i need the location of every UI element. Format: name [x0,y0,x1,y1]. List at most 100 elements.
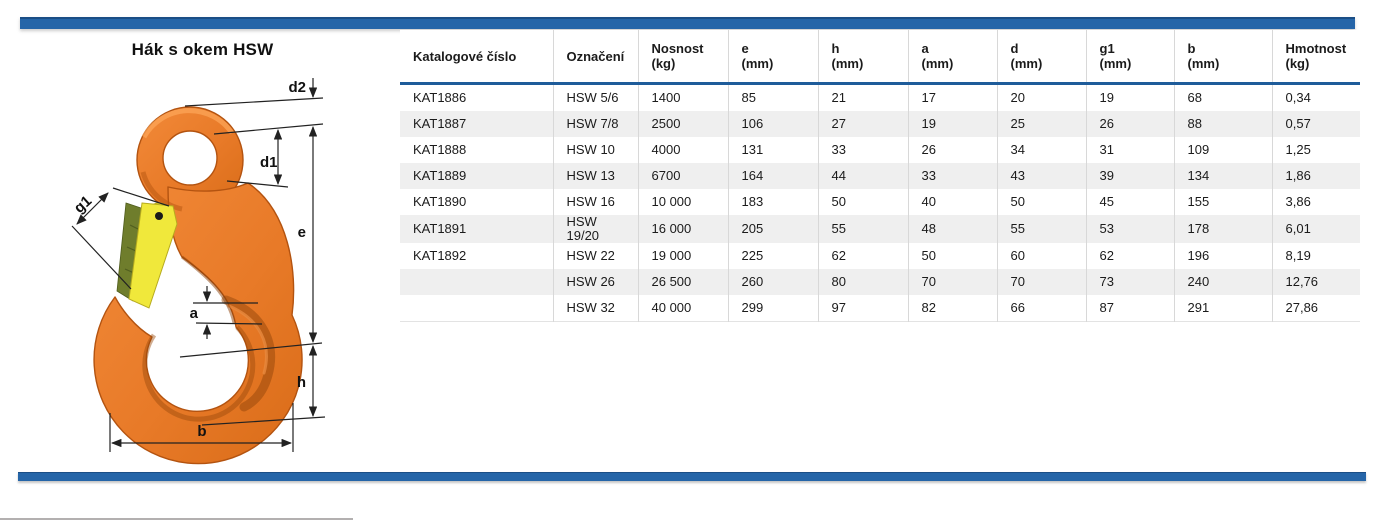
table-cell: 1400 [637,83,728,111]
dim-label-e: e [298,224,306,241]
table-cell: KAT1891 [413,221,467,236]
table-cell: HSW 26 [552,269,638,295]
table-cell: 68 [1173,83,1272,111]
table-cell: 31 [1085,137,1174,163]
table-cell: 0,57 [1271,111,1360,137]
table-cell: HSW 13 [552,163,638,189]
col-header-e: e (mm) [727,30,818,85]
table-cell: 19 000 [637,243,728,269]
hook-eye-shadow [140,171,183,212]
hook-neck-shadow [181,255,236,324]
table-cell: HSW 19/20 [552,215,638,243]
table-cell: KAT1887 [413,116,467,131]
table-cell: 87 [1085,295,1174,322]
table-cell: 16 000 [637,215,728,243]
table-row: KAT1892 HSW 22 19 000 225 62 50 60 62 19… [400,243,1360,269]
table-cell: HSW 7/8 [552,111,638,137]
table-cell: 40 000 [637,295,728,322]
table-cell: 50 [996,189,1086,215]
table-cell: KAT1889 [413,168,467,183]
table-cell: 17 [907,83,997,111]
table-row: KAT1890 HSW 16 10 000 183 50 40 50 45 15… [400,189,1360,215]
dim-label-h: h [297,374,306,391]
top-divider-bar [20,17,1355,29]
col-header-capacity: Nosnost (kg) [637,30,728,85]
table-cell: 240 [1173,269,1272,295]
table-cell: 70 [996,269,1086,295]
table-cell: 19 [1085,83,1174,111]
table-cell: 39 [1085,163,1174,189]
table-cell: 45 [1085,189,1174,215]
hook-drawing: d2 d1 e a h b g1 [71,78,326,465]
table-cell: 183 [727,189,818,215]
table-cell: HSW 16 [552,189,638,215]
table-cell: 50 [817,189,908,215]
table-cell: 10 000 [637,189,728,215]
table-cell: 3,86 [1271,189,1360,215]
table-cell: 80 [817,269,908,295]
dim-label-b: b [197,423,206,440]
table-cell: 205 [727,215,818,243]
table-cell: 291 [1173,295,1272,322]
table-cell: HSW 32 [552,295,638,322]
table-row: HSW 26 26 500 260 80 70 70 73 240 12,76 [400,269,1360,295]
table-cell: 73 [1085,269,1174,295]
table-cell: 178 [1173,215,1272,243]
dim-label-d1: d1 [260,154,278,171]
table-cell: 6700 [637,163,728,189]
table-cell: 21 [817,83,908,111]
table-cell: 225 [727,243,818,269]
table-cell: 12,76 [1271,269,1360,295]
col-header-g1: g1 (mm) [1085,30,1174,85]
dim-label-g1: g1 [71,192,95,216]
table-cell: 50 [907,243,997,269]
table-cell [400,269,553,295]
table-cell: 299 [727,295,818,322]
table-cell: KAT1892 [413,248,467,263]
bottom-divider-bar [18,472,1366,481]
table-cell: 53 [1085,215,1174,243]
col-header-designation: Označení [552,30,638,85]
table-cell: 43 [996,163,1086,189]
hook-body [93,182,303,465]
table-cell: 131 [727,137,818,163]
table-row: KAT1887 HSW 7/8 2500 106 27 19 25 26 88 … [400,111,1360,137]
table-cell: KAT1890 [413,194,467,209]
table-cell: 26 [1085,111,1174,137]
hook-eye-highlight [141,108,235,139]
table-cell: 48 [907,215,997,243]
table-cell: 2500 [637,111,728,137]
table-cell: 33 [817,137,908,163]
table-cell: 27 [817,111,908,137]
page-title: Hák s okem HSW [131,40,274,59]
col-header-weight: Hmotnost (kg) [1271,30,1360,85]
table-cell: 33 [907,163,997,189]
table-row: HSW 32 40 000 299 97 82 66 87 291 27,86 [400,295,1360,322]
table-cell: 60 [996,243,1086,269]
table-cell: 109 [1173,137,1272,163]
table-header-row: Katalogové číslo Označení Nosnost (kg) e(… [400,30,1360,85]
hook-groove [221,295,276,412]
table-cell: 164 [727,163,818,189]
table-cell: 62 [817,243,908,269]
table-cell: 55 [817,215,908,243]
col-header-a: a (mm) [907,30,997,85]
col-header-h: h (mm) [817,30,908,85]
table-cell: 66 [996,295,1086,322]
table-row: KAT1889 HSW 13 6700 164 44 33 43 39 134 … [400,163,1360,189]
bottom-partial-rule [0,518,353,520]
table-cell: 1,25 [1271,137,1360,163]
table-cell: 19 [907,111,997,137]
table-cell: 27,86 [1271,295,1360,322]
table-cell: 6,01 [1271,215,1360,243]
col-header-b: b (mm) [1173,30,1272,85]
table-cell: 26 500 [637,269,728,295]
table-cell: 155 [1173,189,1272,215]
hook-groove-highlight [227,304,268,375]
col-header-catalog-number: Katalogové číslo [400,30,553,85]
table-cell: 0,34 [1271,83,1360,111]
table-cell: 134 [1173,163,1272,189]
table-cell: 55 [996,215,1086,243]
table-cell: 8,19 [1271,243,1360,269]
